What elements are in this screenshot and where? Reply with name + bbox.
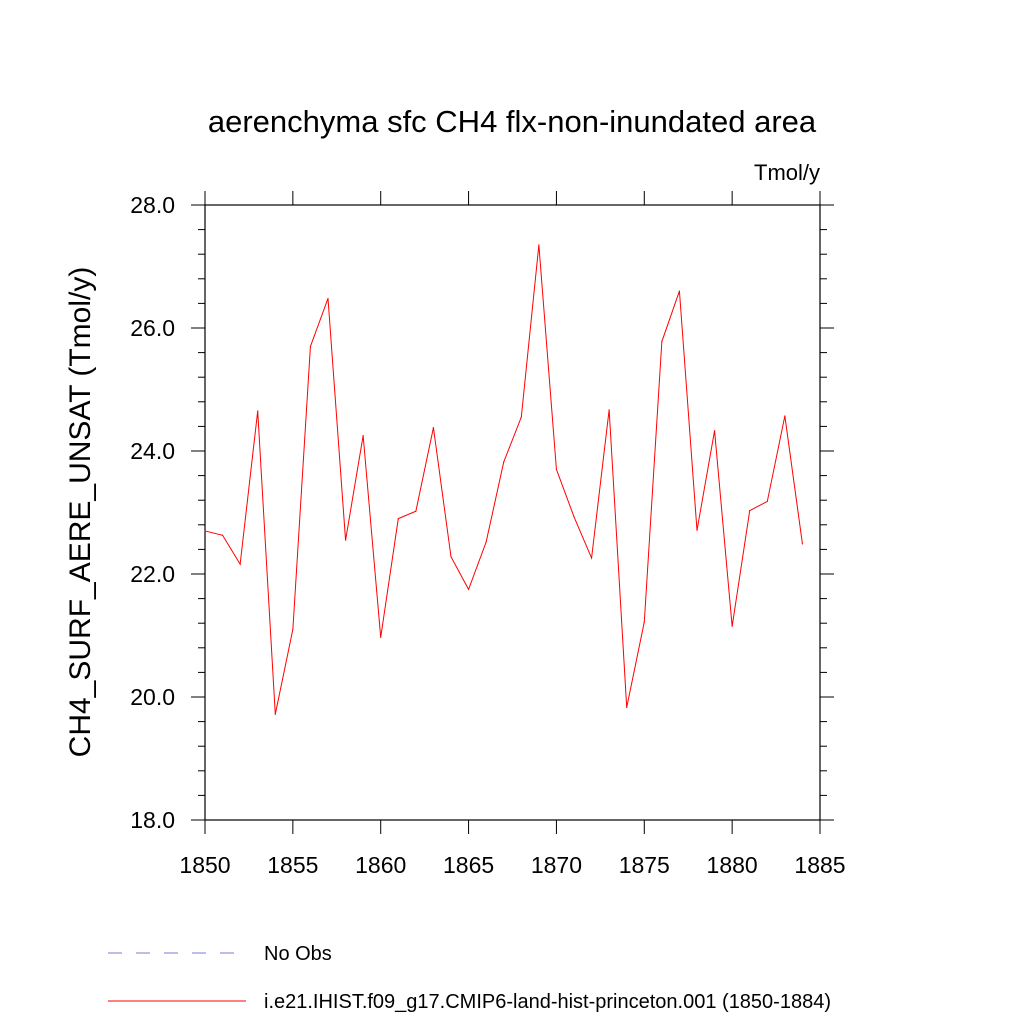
x-tick-label: 1860 [355, 852, 406, 878]
data-point [801, 543, 804, 545]
x-tick-label: 1850 [179, 852, 230, 878]
data-point [731, 625, 733, 627]
x-tick-label: 1865 [443, 852, 494, 878]
y-tick-label: 22.0 [130, 561, 175, 587]
y-axis-label: CH4_SURF_AERE_UNSAT (Tmol/y) [64, 267, 97, 758]
data-point [362, 435, 364, 437]
units-label: Tmol/y [754, 160, 820, 185]
data-point [221, 534, 224, 536]
x-tick-labels: 1850 1855 1860 1865 1870 1875 1880 1885 [179, 852, 845, 878]
data-point [784, 415, 786, 417]
data-point [450, 556, 452, 558]
data-point [590, 557, 593, 559]
data-point [344, 539, 347, 541]
x-tick-label: 1855 [267, 852, 318, 878]
y-tick-labels: 18.0 20.0 22.0 24.0 26.0 28.0 [130, 192, 175, 833]
data-point [204, 530, 206, 532]
data-point [485, 541, 487, 543]
data-point [309, 345, 312, 348]
y-tick-label: 18.0 [130, 807, 175, 833]
data-point [678, 290, 681, 292]
y-tick-label: 28.0 [130, 192, 175, 218]
x-tick-label: 1875 [619, 852, 670, 878]
data-point [520, 416, 522, 418]
data-point [415, 510, 417, 512]
y-tick-label: 20.0 [130, 684, 175, 710]
data-point [327, 297, 329, 300]
data-point [749, 510, 751, 512]
data-point [292, 628, 294, 630]
series-layer [204, 244, 804, 715]
legend-label-model: i.e21.IHIST.f09_g17.CMIP6-land-hist-prin… [264, 991, 831, 1013]
axis-ticks [191, 191, 834, 834]
y-tick-label: 26.0 [130, 315, 175, 341]
data-point [661, 340, 663, 343]
legend: No Obs i.e21.IHIST.f09_g17.CMIP6-land-hi… [108, 943, 831, 1013]
data-point [538, 244, 540, 246]
data-point [713, 430, 716, 432]
data-point [432, 427, 435, 429]
data-point [643, 621, 645, 623]
chart-title: aerenchyma sfc CH4 flx-non-inundated are… [208, 104, 817, 139]
data-point [239, 563, 241, 565]
data-point [397, 518, 399, 520]
data-point [626, 706, 628, 709]
data-point [766, 500, 768, 503]
x-tick-label: 1880 [707, 852, 758, 878]
plot-frame [204, 204, 821, 821]
y-tick-label: 24.0 [130, 438, 175, 464]
series-line [204, 244, 803, 715]
data-point [274, 713, 276, 715]
data-point [380, 636, 382, 638]
data-point [573, 516, 575, 518]
data-point [503, 461, 505, 463]
legend-label-no-obs: No Obs [264, 943, 332, 965]
data-point [257, 410, 259, 412]
data-point [467, 588, 470, 590]
data-point [696, 529, 698, 531]
x-tick-label: 1870 [531, 852, 582, 878]
data-point [608, 409, 610, 411]
data-point [555, 468, 558, 471]
x-tick-label: 1885 [794, 852, 845, 878]
